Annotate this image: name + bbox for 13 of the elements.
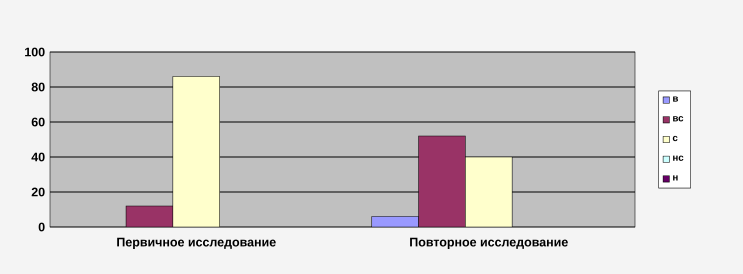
legend-label: в	[673, 96, 678, 102]
y-tick-label: 100	[25, 48, 45, 56]
legend-label: вс	[673, 116, 684, 122]
y-tick-label: 20	[32, 188, 45, 196]
y-tick-label: 0	[38, 222, 45, 232]
x-tick-label: Повторное исследование	[410, 238, 568, 249]
legend-label: нс	[673, 156, 684, 161]
legend-label: с	[672, 136, 678, 142]
y-tick-label: 80	[32, 82, 45, 92]
legend-label: н	[673, 175, 678, 180]
y-tick-label: 40	[31, 152, 45, 162]
y-tick-label: 60	[32, 118, 45, 126]
x-tick-label: Первичное исследование	[117, 238, 276, 249]
